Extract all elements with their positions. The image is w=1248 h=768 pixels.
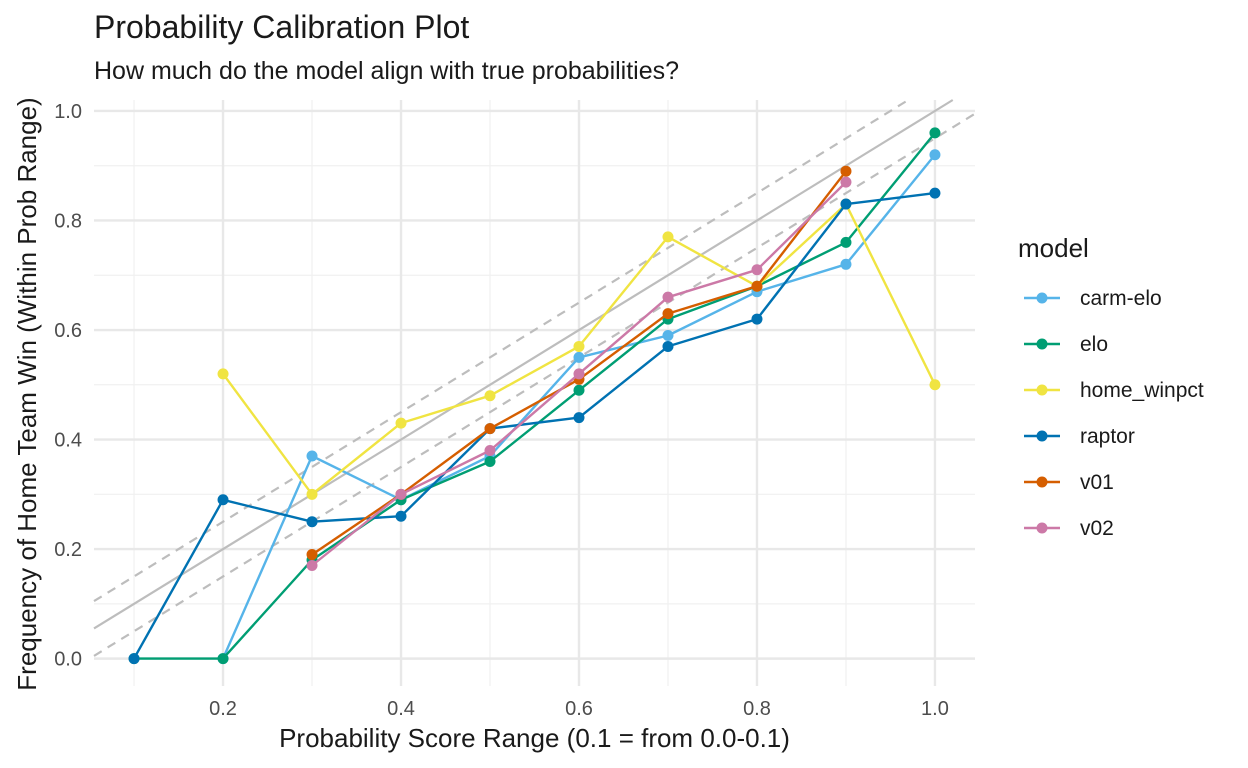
legend-label: elo <box>1080 333 1108 356</box>
data-point <box>662 329 674 341</box>
reference-lines <box>93 99 976 657</box>
legend-label: home_winpct <box>1080 379 1204 402</box>
series-line <box>132 191 936 660</box>
legend-item-v02: v02 <box>1024 517 1114 540</box>
reference-line-band-lower <box>93 112 976 657</box>
legend-item-v01: v01 <box>1024 471 1114 494</box>
data-point <box>929 379 941 391</box>
data-point <box>840 258 852 270</box>
x-axis-title: Probability Score Range (0.1 = from 0.0-… <box>279 723 790 753</box>
data-point <box>306 488 318 500</box>
data-point <box>484 455 496 467</box>
chart-title: Probability Calibration Plot <box>94 9 470 45</box>
x-tick-label: 1.0 <box>921 698 949 720</box>
x-tick-label: 0.4 <box>387 698 415 720</box>
data-point <box>306 560 318 572</box>
data-point <box>751 313 763 325</box>
legend-item-home_winpct: home_winpct <box>1024 379 1204 402</box>
chart-subtitle: How much do the model align with true pr… <box>94 57 680 85</box>
data-point <box>395 488 407 500</box>
data-point <box>929 127 941 139</box>
data-point <box>573 384 585 396</box>
data-point <box>395 417 407 429</box>
data-point <box>573 412 585 424</box>
x-tick-label: 0.8 <box>743 698 771 720</box>
y-tick-label: 0.6 <box>54 320 82 342</box>
data-point <box>751 280 763 292</box>
legend-label: raptor <box>1080 425 1135 448</box>
legend-item-carm-elo: carm-elo <box>1024 287 1162 310</box>
data-point <box>840 165 852 177</box>
data-point <box>306 549 318 561</box>
data-point <box>929 149 941 161</box>
data-point <box>662 291 674 303</box>
data-point <box>217 494 229 506</box>
y-tick-label: 0.8 <box>54 210 82 232</box>
data-point <box>662 340 674 352</box>
y-tick-label: 0.4 <box>54 430 82 452</box>
series-line <box>134 132 936 660</box>
series-raptor <box>128 187 941 665</box>
series-v02 <box>306 176 852 572</box>
data-point <box>751 264 763 276</box>
data-point <box>573 368 585 380</box>
data-point <box>306 516 318 528</box>
y-tick-label: 1.0 <box>54 101 82 123</box>
legend-key-point <box>1036 292 1048 304</box>
data-point <box>484 445 496 457</box>
reference-line-band-upper <box>93 99 909 603</box>
data-point <box>662 308 674 320</box>
legend-item-elo: elo <box>1024 333 1108 356</box>
y-tick-label: 0.0 <box>54 649 82 671</box>
legend-key-point <box>1036 522 1048 534</box>
data-point <box>573 340 585 352</box>
data-point <box>306 450 318 462</box>
legend-title: model <box>1018 233 1089 263</box>
data-point <box>217 368 229 380</box>
data-point <box>840 236 852 248</box>
legend-key-point <box>1036 338 1048 350</box>
legend-label: carm-elo <box>1080 287 1162 310</box>
legend-item-raptor: raptor <box>1024 425 1135 448</box>
data-point <box>840 176 852 188</box>
data-point <box>128 653 140 665</box>
data-point <box>840 198 852 210</box>
y-tick-label: 0.2 <box>54 539 82 561</box>
reference-line-identity <box>93 99 954 630</box>
data-point <box>484 423 496 435</box>
legend-key-point <box>1036 476 1048 488</box>
x-tick-label: 0.2 <box>209 698 237 720</box>
data-point <box>929 187 941 199</box>
grid <box>94 100 975 686</box>
legend-key-point <box>1036 430 1048 442</box>
data-point <box>484 390 496 402</box>
tick-labels: 0.2 0.4 0.6 0.8 1.0 0.0 0.2 0.4 0.6 0.8 1.0 <box>54 101 949 720</box>
data-point <box>395 510 407 522</box>
y-axis-title: Frequency of Home Team Win (Within Prob … <box>12 97 42 690</box>
data-point <box>573 351 585 363</box>
x-tick-label: 0.6 <box>565 698 593 720</box>
data-point <box>217 653 229 665</box>
legend-label: v02 <box>1080 517 1114 540</box>
data-point <box>662 231 674 243</box>
legend-key-point <box>1036 384 1048 396</box>
legend-label: v01 <box>1080 471 1114 494</box>
series-lines <box>128 127 941 665</box>
